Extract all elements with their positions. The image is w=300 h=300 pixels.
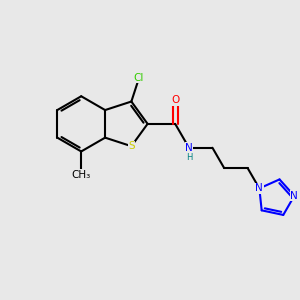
Text: CH₃: CH₃ bbox=[72, 170, 91, 180]
Text: N: N bbox=[256, 183, 263, 194]
Text: Cl: Cl bbox=[134, 73, 144, 83]
Text: S: S bbox=[128, 141, 135, 151]
Text: N: N bbox=[185, 143, 193, 153]
Text: O: O bbox=[171, 95, 179, 105]
Text: N: N bbox=[290, 191, 298, 201]
Text: H: H bbox=[186, 153, 192, 162]
